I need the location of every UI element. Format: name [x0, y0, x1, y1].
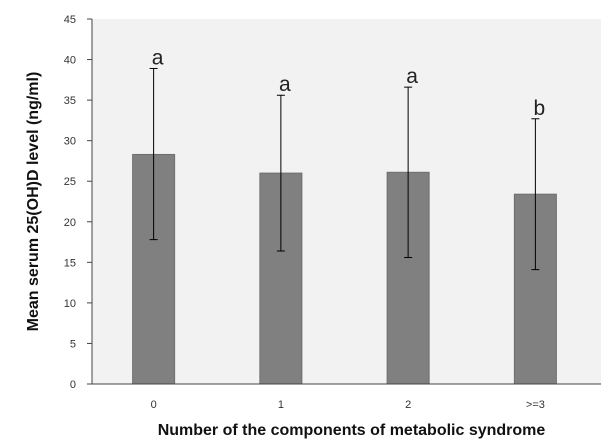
- error-bar: [276, 94, 285, 252]
- significance-label: a: [406, 65, 418, 88]
- y-tick-label: 20: [64, 217, 76, 229]
- y-tick-label: 35: [64, 95, 76, 107]
- y-tick-label: 30: [64, 136, 76, 148]
- y-ticks-group: 0 5 10 15 20 25 30 35 40 45: [64, 14, 92, 391]
- significance-label: a: [279, 73, 291, 96]
- y-tick-label: 15: [64, 257, 76, 269]
- x-tick-label: 1: [278, 399, 284, 411]
- error-bar: [149, 67, 158, 241]
- x-axis-title: Number of the components of metabolic sy…: [158, 422, 546, 439]
- significance-label: a: [152, 46, 164, 69]
- error-bar: [404, 86, 413, 258]
- error-bars-group: [149, 67, 540, 271]
- y-tick-label: 5: [70, 338, 76, 350]
- x-tick-label: >=3: [526, 399, 545, 411]
- error-bar: [531, 118, 540, 271]
- significance-labels-group: a a a b: [152, 46, 545, 119]
- y-tick-label: 40: [64, 55, 76, 67]
- y-tick-label: 0: [70, 379, 76, 391]
- y-axis-title: Mean serum 25(OH)D level (ng/ml): [25, 72, 42, 332]
- y-tick-label: 25: [64, 176, 76, 188]
- x-tick-label: 0: [151, 399, 157, 411]
- y-tick-label: 45: [64, 14, 76, 26]
- x-tick-label: 2: [405, 399, 411, 411]
- x-ticks-group: 0 1 2 >=3: [151, 399, 545, 411]
- significance-label: b: [534, 97, 546, 120]
- y-tick-label: 10: [64, 298, 76, 310]
